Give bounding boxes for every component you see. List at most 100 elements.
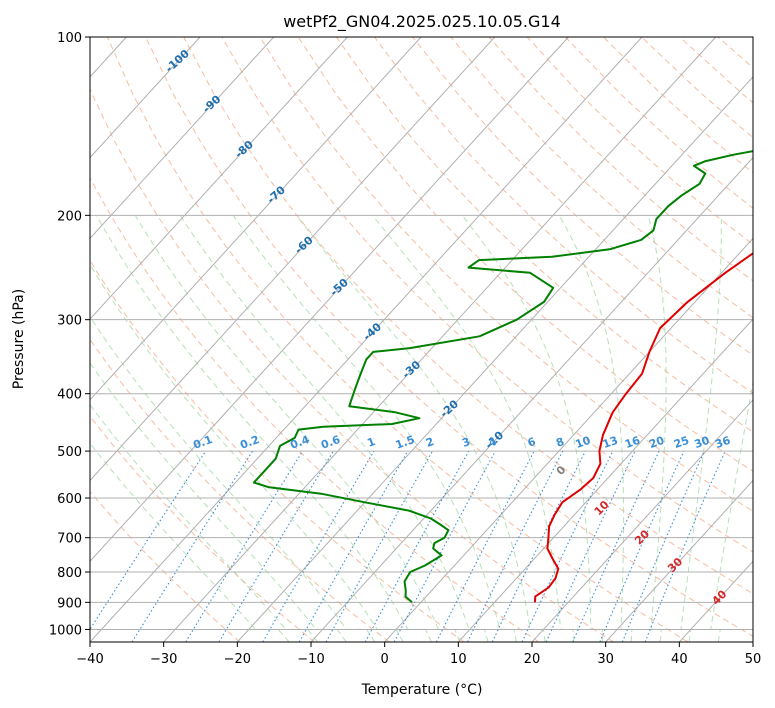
mixing-ratio-label: 2: [424, 435, 436, 450]
dry-adiabat-line: [221, 37, 753, 553]
mixing-ratio-line: [131, 450, 254, 642]
isotherm-line: [90, 37, 569, 563]
mixing-ratio-line: [621, 450, 705, 642]
isotherm-line: [90, 37, 348, 320]
isotherm-line: [90, 37, 643, 642]
dry-adiabat-line: [106, 37, 689, 642]
mixing-ratio-label: 0.1: [191, 433, 214, 452]
y-tick-label: 200: [57, 209, 82, 224]
mixing-ratio-label: 0.6: [319, 433, 342, 452]
isotherm-line: [236, 76, 753, 642]
y-tick-label: 1000: [49, 623, 82, 638]
profile-lines: [252, 150, 753, 604]
isotherm-line: [90, 37, 422, 401]
dewpoint-profile-line: [252, 150, 753, 604]
dry-adiabat-line: [90, 87, 614, 642]
x-tick-label: −20: [224, 652, 251, 667]
isotherm-line: [90, 37, 496, 482]
mixing-ratio-line: [325, 450, 433, 642]
x-tick-label: 0: [381, 652, 389, 667]
mixing-ratio-label: 6: [526, 435, 538, 450]
mixing-ratio-line: [364, 450, 470, 642]
isotherm-line: [90, 37, 275, 240]
moist-adiabat-line: [461, 214, 603, 642]
moist-adiabat-line: [296, 215, 546, 642]
x-tick-label: 40: [671, 652, 688, 667]
isotherm-line: [531, 399, 753, 642]
x-tick-label: 10: [450, 652, 467, 667]
x-tick-label: 20: [524, 652, 541, 667]
moist-adiabat-line: [90, 442, 290, 642]
isotherm-line: [384, 237, 753, 642]
mixing-ratio-line: [572, 450, 660, 642]
dry-adiabat-line: [412, 37, 753, 356]
moist-adiabat-line: [647, 215, 667, 642]
moist-adiabat-line: [372, 214, 575, 642]
isotherm-line: [310, 156, 753, 642]
y-tick-label: 100: [57, 31, 82, 46]
isotherm-line: [457, 318, 753, 642]
mixing-ratio-label: 1.5: [394, 433, 417, 452]
moist-adiabat-line: [90, 403, 319, 642]
y-axis-title: Pressure (hPa): [11, 289, 27, 389]
background-lines: [90, 37, 753, 642]
moist-adiabat-line: [90, 315, 376, 642]
dry-adiabat-line: [90, 415, 316, 642]
x-axis: −40 −30 −20 −10 0 10 20 30 40 50: [76, 642, 761, 667]
x-tick-label: 30: [597, 652, 614, 667]
dry-adiabat-line: [90, 176, 540, 642]
mixing-ratio-line: [599, 450, 685, 642]
mixing-ratio-label: 16: [623, 434, 642, 452]
dry-adiabat-line: [183, 37, 753, 595]
x-tick-label: −30: [150, 652, 177, 667]
dry-adiabat-line: [450, 37, 753, 319]
mixing-ratio-label: 0.2: [238, 433, 261, 452]
y-tick-label: 900: [57, 596, 82, 611]
isotherm-line: [605, 479, 753, 642]
y-axis: 100 200 300 400 500 600 700 800 900 1000: [49, 31, 90, 638]
dry-adiabat-line: [259, 37, 753, 512]
mixing-ratio-line: [185, 450, 304, 642]
isotherm-line: [90, 37, 201, 159]
temperature-profile-line: [534, 252, 753, 603]
x-tick-label: −40: [76, 652, 103, 667]
mixing-ratio-line: [393, 450, 496, 642]
moist-adiabat-line: [232, 215, 517, 642]
moist-adiabat-line: [96, 215, 432, 642]
mixing-ratio-label: 4: [487, 435, 499, 450]
mixing-ratio-label: 20: [647, 434, 666, 452]
y-tick-label: 500: [57, 445, 82, 460]
x-tick-label: −10: [297, 652, 324, 667]
plot-frame: [89, 36, 754, 643]
mixing-ratio-label: 13: [601, 434, 620, 451]
mixing-ratio-line: [90, 450, 207, 631]
y-tick-label: 400: [57, 388, 82, 403]
moist-adiabat-line: [558, 215, 633, 642]
moist-adiabat-line: [710, 379, 753, 642]
y-tick-label: 600: [57, 492, 82, 507]
x-axis-title: Temperature (°C): [361, 682, 483, 698]
x-tick-label: 50: [745, 652, 762, 667]
y-tick-label: 300: [57, 314, 82, 329]
mixing-ratio-label: 30: [693, 434, 712, 452]
dry-adiabat-line: [90, 338, 390, 642]
mixing-ratio-label: 8: [554, 435, 566, 450]
moist-adiabat-line: [90, 263, 404, 642]
mixing-ratio-line: [467, 450, 564, 642]
mixing-ratio-label: 36: [713, 434, 732, 452]
mixing-ratio-label: 3: [460, 435, 472, 450]
dry-adiabat-line: [90, 490, 241, 642]
y-tick-label: 800: [57, 566, 82, 581]
mixing-ratio-line: [644, 450, 726, 642]
moist-adiabat-line: [179, 215, 489, 642]
isotherm-line: [163, 37, 717, 642]
plot-area: [90, 37, 753, 642]
mixing-ratio-label: 0.4: [288, 433, 311, 452]
chart-title: wetPf2_GN04.2025.025.10.05.G14: [283, 12, 561, 32]
mixing-ratio-label: 25: [672, 434, 691, 451]
moist-adiabat-line: [134, 215, 461, 642]
mixing-ratio-label: 10: [574, 434, 593, 452]
mixing-ratio-label: 1: [365, 435, 377, 450]
